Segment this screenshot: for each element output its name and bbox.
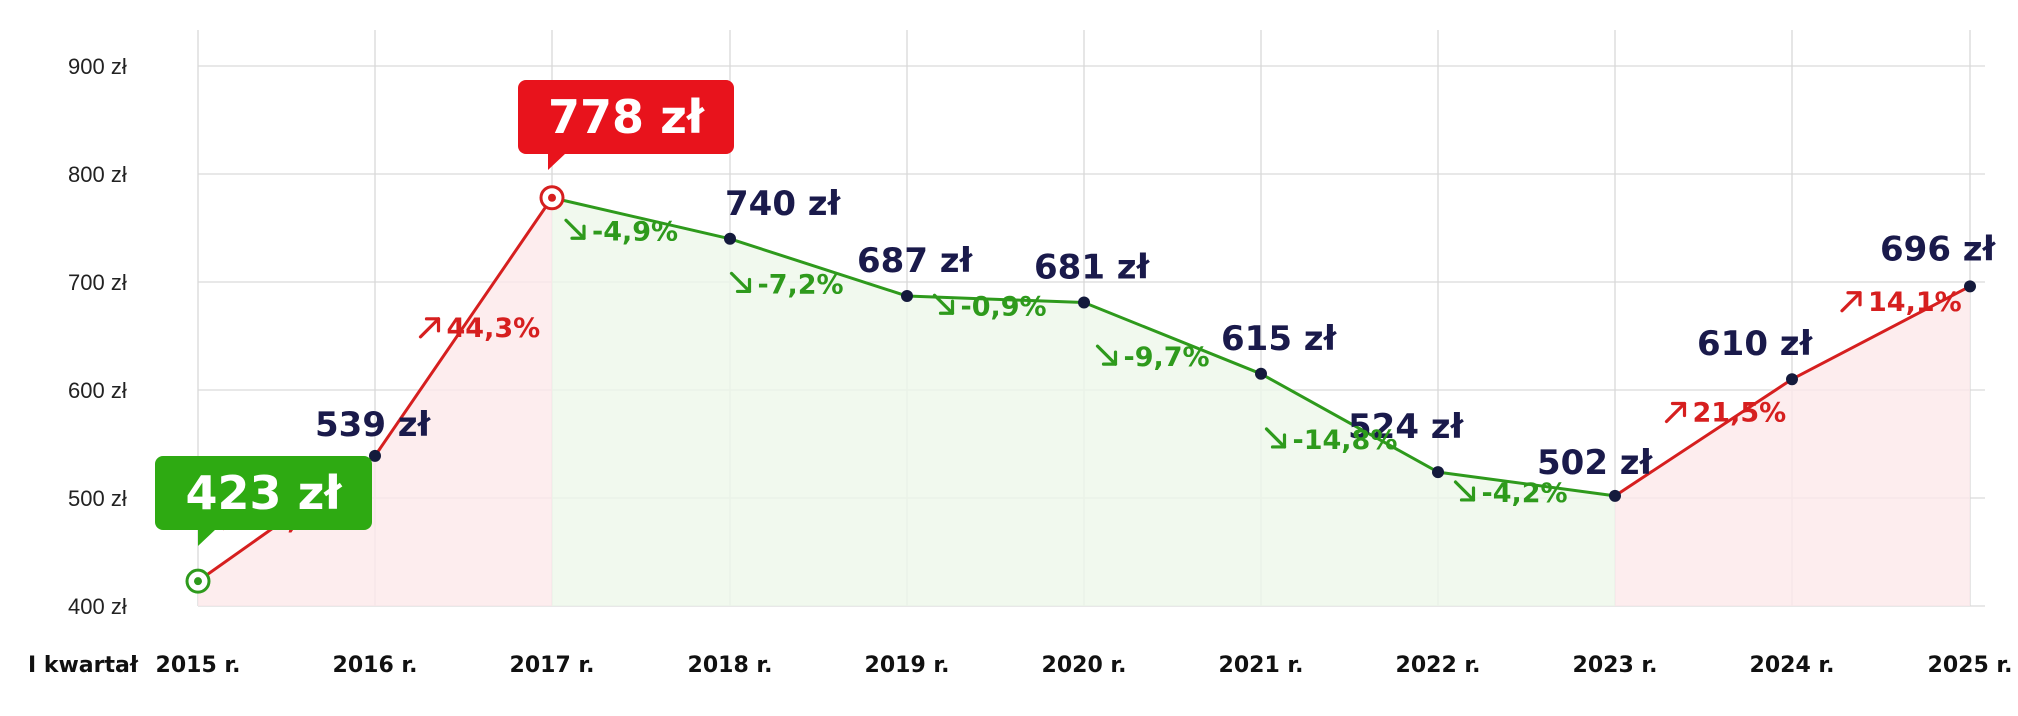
data-point bbox=[901, 290, 913, 303]
series-segment bbox=[1436, 470, 1617, 498]
x-tick-label: 2020 r. bbox=[1042, 653, 1127, 678]
value-label: 615 zł bbox=[1221, 319, 1338, 359]
x-tick-label: 2018 r. bbox=[688, 653, 773, 678]
arrow-down-right-icon bbox=[932, 293, 955, 315]
arrow-down-right-icon bbox=[1264, 427, 1287, 449]
x-tick-label: 2025 r. bbox=[1928, 653, 2013, 678]
callout-pointer bbox=[198, 529, 216, 546]
x-tick-label: 2021 r. bbox=[1219, 653, 1304, 678]
arrow-down-right-icon bbox=[564, 218, 586, 240]
x-tick-label: 2019 r. bbox=[865, 653, 950, 678]
series-segment bbox=[550, 196, 732, 241]
y-tick-label: 800 zł bbox=[68, 162, 127, 187]
value-label: 740 zł bbox=[725, 184, 842, 224]
y-tick-label: 700 zł bbox=[68, 270, 127, 295]
arrow-up-right-icon bbox=[1840, 291, 1862, 313]
x-tick-label: 2016 r. bbox=[333, 653, 418, 678]
area-fill bbox=[1261, 373, 1438, 606]
area-fill bbox=[907, 296, 1084, 606]
arrow-up-right-icon bbox=[418, 317, 441, 339]
area-fill bbox=[1438, 472, 1615, 606]
callout-pointer bbox=[548, 153, 566, 170]
area-fill bbox=[552, 197, 730, 606]
value-labels: 539 zł 740 zł 687 zł 681 zł 615 zł 524 zł 502 … bbox=[315, 184, 1997, 483]
area-fill bbox=[1084, 302, 1261, 606]
value-label: 539 zł bbox=[315, 405, 432, 445]
arrow-down-right-icon bbox=[729, 271, 752, 294]
x-tick-label: 2017 r. bbox=[510, 653, 595, 678]
area-fill bbox=[730, 238, 907, 607]
arrow-up-right-icon bbox=[1664, 401, 1687, 424]
series-segment bbox=[1790, 284, 1972, 381]
y-tick-label: 900 zł bbox=[68, 54, 127, 79]
change-label: -4,2% bbox=[1482, 478, 1568, 509]
change-label: -9,7% bbox=[1124, 342, 1210, 373]
series-segment bbox=[1613, 377, 1794, 498]
change-labels: 27,4%44,3%-4,9%-7,2%-0,9%-9,7%-14,8%-4,2… bbox=[221, 216, 1962, 536]
data-point bbox=[1609, 489, 1621, 502]
area-fill bbox=[375, 197, 552, 606]
data-point bbox=[1255, 367, 1267, 380]
value-label: 502 zł bbox=[1537, 443, 1654, 483]
change-label: -4,9% bbox=[592, 216, 678, 247]
y-tick-label: 600 zł bbox=[68, 378, 127, 403]
highlight-point-center bbox=[194, 577, 202, 586]
data-point bbox=[1786, 373, 1798, 386]
change-label: 44,3% bbox=[447, 313, 541, 344]
series-segment bbox=[1259, 372, 1440, 474]
area-fill bbox=[1792, 286, 1970, 606]
change-label: -7,2% bbox=[758, 269, 844, 300]
y-tick-label: 500 zł bbox=[68, 486, 127, 511]
value-label: 696 zł bbox=[1880, 229, 1997, 269]
data-point bbox=[1078, 296, 1090, 309]
x-axis-ticks: 2015 r. 2016 r. 2017 r. 2018 r. 2019 r. 2020 … bbox=[156, 653, 2013, 678]
series-segment bbox=[373, 196, 554, 458]
value-label: 687 zł bbox=[857, 241, 974, 281]
data-points bbox=[185, 185, 1976, 594]
y-axis-ticks: 400 zł 500 zł 600 zł 700 zł 800 zł 900 zł bbox=[68, 54, 127, 619]
value-label: 681 zł bbox=[1034, 248, 1151, 288]
series-segment bbox=[728, 237, 909, 298]
value-label: 610 zł bbox=[1697, 324, 1814, 364]
max-callout: 778 zł bbox=[518, 80, 734, 170]
area-fill bbox=[1615, 379, 1792, 606]
min-callout: 423 zł bbox=[155, 456, 372, 546]
callouts: 423 zł 778 zł bbox=[155, 80, 734, 546]
x-axis-label: I kwartał bbox=[28, 653, 139, 678]
value-label: 524 zł bbox=[1348, 407, 1465, 447]
x-tick-label: 2024 r. bbox=[1750, 653, 1835, 678]
callout-box bbox=[518, 80, 734, 154]
data-point bbox=[724, 232, 736, 245]
change-label: -14,8% bbox=[1293, 425, 1398, 456]
data-point bbox=[369, 449, 381, 462]
data-point bbox=[1964, 280, 1976, 293]
x-tick-label: 2015 r. bbox=[156, 653, 241, 678]
change-label: -0,9% bbox=[961, 291, 1047, 322]
data-point bbox=[1432, 466, 1444, 479]
arrow-down-right-icon bbox=[1453, 480, 1476, 502]
callout-label: 778 zł bbox=[548, 90, 705, 144]
callout-label: 423 zł bbox=[186, 466, 343, 520]
arrow-down-right-icon bbox=[1095, 344, 1118, 366]
change-label: 21,5% bbox=[1693, 398, 1787, 429]
series-segment bbox=[1082, 301, 1263, 376]
callout-box bbox=[155, 456, 372, 530]
change-label: 14,1% bbox=[1868, 287, 1962, 318]
y-tick-label: 400 zł bbox=[68, 594, 127, 619]
x-tick-label: 2023 r. bbox=[1573, 653, 1658, 678]
highlight-point-center bbox=[548, 193, 556, 202]
x-tick-label: 2022 r. bbox=[1396, 653, 1481, 678]
